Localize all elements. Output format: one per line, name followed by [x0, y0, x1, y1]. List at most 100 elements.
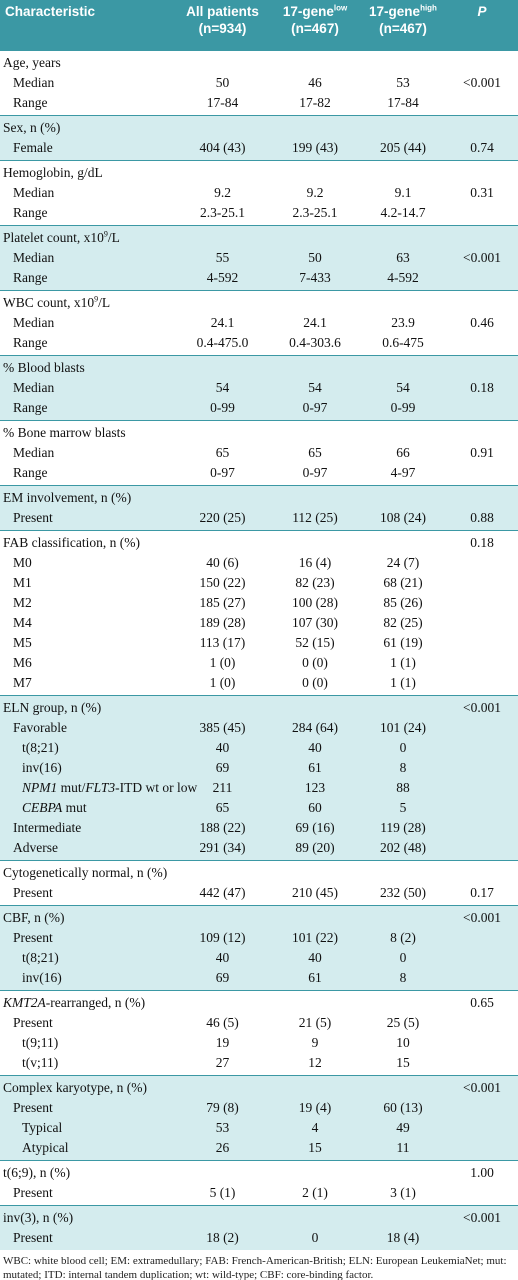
row-label: % Bone marrow blasts: [3, 425, 126, 440]
cell: 210 (45): [291, 885, 339, 900]
cell: 10: [396, 1035, 410, 1050]
cell: 69: [215, 760, 230, 775]
cell: 0.4-475.0: [196, 335, 249, 350]
cell: <0.001: [463, 910, 501, 925]
row: M2 185 (27) 100 (28) 85 (26): [0, 593, 518, 613]
row-label: Median: [13, 380, 55, 395]
cell: [446, 718, 518, 738]
cell: [270, 531, 360, 554]
row: inv(16) 69 61 8: [0, 968, 518, 991]
cell: 68 (21): [383, 575, 423, 590]
row-label: Range: [13, 335, 48, 350]
cell: [446, 948, 518, 968]
row: Platelet count, x109/L: [0, 226, 518, 249]
row: Female 404 (43) 199 (43) 205 (44) 0.74: [0, 138, 518, 161]
row-label: M4: [13, 615, 32, 630]
column-header: All patients (n=934): [175, 0, 270, 51]
row-label: % Blood blasts: [3, 360, 85, 375]
cell: 15: [308, 1140, 322, 1155]
cell: 1 (0): [209, 655, 236, 670]
row: Present 79 (8) 19 (4) 60 (13): [0, 1098, 518, 1118]
cell: [360, 991, 446, 1014]
cell: 0-97: [302, 465, 328, 480]
cell: [360, 421, 446, 444]
cell: [446, 268, 518, 291]
cell: 0.31: [470, 185, 494, 200]
cell: 211: [212, 780, 233, 795]
cell: [360, 356, 446, 379]
column-header: Characteristic: [0, 0, 175, 51]
cell: 21 (5): [298, 1015, 332, 1030]
section: Platelet count, x109/L Median 55 50 63 <0.001…: [0, 225, 518, 291]
row-label: Median: [13, 185, 55, 200]
cell: 5: [399, 800, 407, 815]
text-part: 9: [103, 229, 108, 239]
row-label: Hemoglobin, g/dL: [3, 165, 103, 180]
row-label: M6: [13, 655, 32, 670]
cell: 0: [399, 740, 407, 755]
cell: 199 (43): [291, 140, 339, 155]
cell: 3 (1): [390, 1185, 416, 1200]
cell: [360, 1076, 446, 1099]
text-part: Platelet count, x10: [3, 230, 104, 245]
text-part: mut/: [57, 780, 86, 795]
cell: 9.2: [306, 185, 324, 200]
text-part: KMT2A: [3, 995, 46, 1010]
cell: 25 (5): [386, 1015, 420, 1030]
cell: [270, 51, 360, 74]
cell: 0.74: [470, 140, 494, 155]
text-part: NPM1: [22, 780, 58, 795]
cell: 0: [311, 1230, 319, 1245]
cell: 2.3-25.1: [200, 205, 245, 220]
row: Present 46 (5) 21 (5) 25 (5): [0, 1013, 518, 1033]
cell: 26: [215, 1140, 230, 1155]
cell: 89 (20): [295, 840, 335, 855]
row-label: Sex, n (%): [3, 120, 61, 135]
cell: [446, 398, 518, 421]
row-label: t(8;21): [22, 950, 59, 965]
cell: [270, 906, 360, 929]
row-label: Atypical: [22, 1140, 69, 1155]
cell: [446, 1098, 518, 1118]
cell: [446, 738, 518, 758]
cell: 8: [399, 970, 407, 985]
row: Present 18 (2) 0 18 (4): [0, 1228, 518, 1250]
cell: 185 (27): [199, 595, 246, 610]
row: KMT2A-rearranged, n (%) 0.65: [0, 991, 518, 1014]
row: M5 113 (17) 52 (15) 61 (19): [0, 633, 518, 653]
cell: 0-99: [390, 400, 416, 415]
cell: [446, 486, 518, 509]
cell: 17-84: [387, 95, 419, 110]
cell: <0.001: [463, 250, 501, 265]
row: Median 24.1 24.1 23.9 0.46: [0, 313, 518, 333]
cell: [270, 116, 360, 139]
cell: 9.2: [214, 185, 231, 200]
cell: 16 (4): [298, 555, 332, 570]
cell: 0.88: [470, 510, 494, 525]
cell: 0-97: [302, 400, 328, 415]
text-part: high: [420, 3, 437, 13]
cell: 82 (23): [295, 575, 335, 590]
cell: [446, 968, 518, 991]
row: Hemoglobin, g/dL: [0, 161, 518, 184]
cell: 442 (47): [199, 885, 246, 900]
cell: 54: [396, 380, 410, 395]
row-label: Present: [13, 1015, 53, 1030]
cell: 49: [396, 1120, 410, 1135]
cell: 0: [399, 950, 407, 965]
cell: 18 (2): [206, 1230, 239, 1245]
cell: 112 (25): [292, 510, 338, 525]
cell: 54: [308, 380, 322, 395]
row-label: Present: [13, 1100, 53, 1115]
cell: [446, 798, 518, 818]
cell: [446, 1118, 518, 1138]
text-part: 17-gene: [369, 4, 421, 19]
row: ELN group, n (%) <0.001: [0, 696, 518, 719]
text-part: CEBPA: [22, 800, 63, 815]
cell: 1 (1): [390, 655, 416, 670]
cell: [446, 333, 518, 356]
cell: [175, 421, 270, 444]
row: Range 0-99 0-97 0-99: [0, 398, 518, 421]
cell: [175, 1076, 270, 1099]
section: KMT2A-rearranged, n (%) 0.65 Present 46 (5)…: [0, 990, 518, 1076]
